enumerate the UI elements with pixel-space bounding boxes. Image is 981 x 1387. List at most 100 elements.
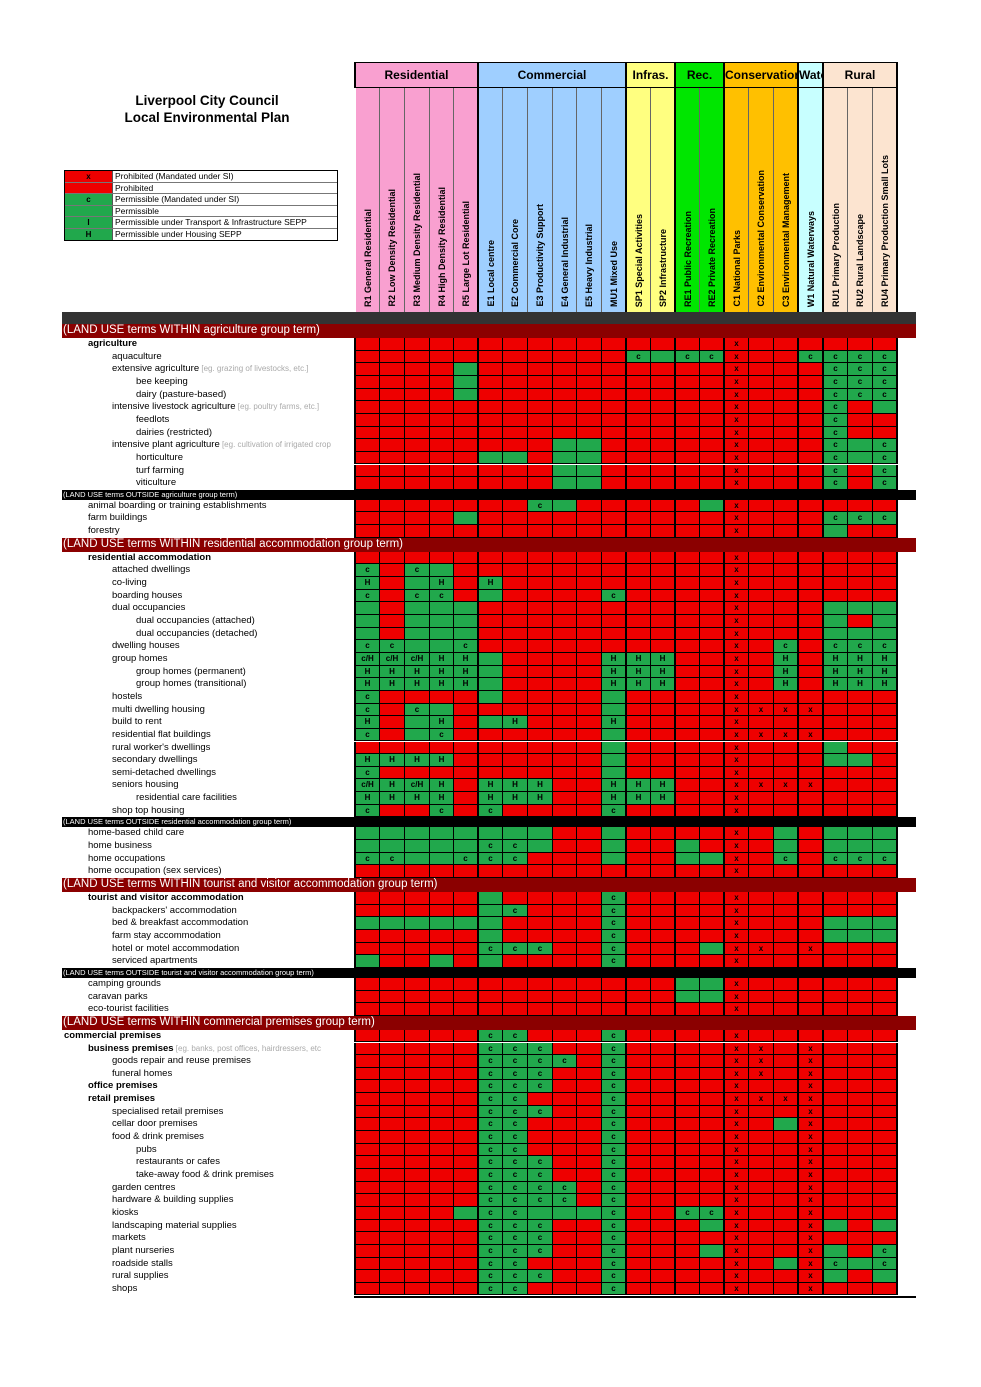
permission-cell	[700, 827, 725, 841]
permission-cell	[430, 955, 454, 968]
permission-cell	[380, 512, 405, 526]
permission-cell	[553, 551, 577, 565]
permission-cell	[405, 977, 430, 991]
permission-cell	[430, 1105, 454, 1119]
permission-cell: c	[848, 388, 873, 402]
permission-cell	[774, 1169, 799, 1182]
permission-cell: c	[602, 589, 627, 603]
permission-cell	[553, 477, 577, 490]
permission-cell	[405, 627, 430, 641]
table-row: serviced apartments c x	[62, 955, 916, 968]
permission-cell: c	[356, 728, 380, 742]
permission-cell: c	[356, 703, 380, 717]
permission-cell: c	[503, 1093, 528, 1106]
permission-cell	[774, 1232, 799, 1245]
permission-cell	[577, 589, 602, 603]
permission-cell	[380, 338, 405, 351]
permission-cell	[503, 627, 528, 641]
permission-cell	[700, 577, 725, 590]
permission-cell: c	[479, 840, 503, 853]
permission-cell	[848, 439, 873, 452]
permission-cell	[528, 904, 553, 918]
permission-cell	[774, 564, 799, 578]
permission-cell	[676, 1042, 700, 1056]
permission-cell: c	[799, 350, 824, 364]
permission-cell	[454, 1105, 479, 1119]
permission-cell	[799, 388, 824, 402]
permission-cell	[700, 413, 725, 427]
permission-cell	[503, 451, 528, 465]
permission-cell	[430, 627, 454, 641]
permission-cell: x	[725, 401, 749, 414]
permission-cell	[356, 1105, 380, 1119]
permission-cell	[774, 917, 799, 930]
permission-cell: c	[479, 1118, 503, 1132]
permission-cell	[774, 512, 799, 526]
permission-cell	[577, 840, 602, 853]
permission-cell	[873, 525, 898, 538]
permission-cell: c	[602, 1181, 627, 1195]
land-use-name: landscaping material supplies	[112, 1219, 237, 1231]
permission-cell	[553, 602, 577, 615]
permission-cell	[577, 865, 602, 878]
permission-cell: c	[479, 942, 503, 956]
zone-column-header: SP1 Special Activities	[627, 88, 651, 312]
permission-cell	[774, 792, 799, 805]
zone-group-infras: Infras.	[627, 62, 676, 88]
land-use-label: hardware & building supplies	[62, 1194, 354, 1207]
land-use-label: caravan parks	[62, 991, 354, 1004]
permission-cell	[627, 1118, 651, 1132]
zone-label: MU1 Mixed Use	[608, 240, 619, 307]
permission-cell	[405, 512, 430, 526]
land-use-label: hostels	[62, 691, 354, 704]
zone-group-conservation: Conservation	[725, 62, 799, 88]
permission-cell	[430, 363, 454, 376]
permission-cell: x	[799, 728, 824, 742]
permission-cell: H	[430, 652, 454, 666]
permission-cell	[356, 1143, 380, 1157]
permission-cell	[651, 350, 676, 364]
land-use-example: [eg. grazing of livestocks, etc.]	[199, 364, 309, 374]
permission-cell: c	[602, 1194, 627, 1207]
land-use-label: specialised retail premises	[62, 1106, 354, 1119]
permission-cell	[503, 551, 528, 565]
permission-cell: c	[602, 1257, 627, 1271]
permission-cell	[627, 942, 651, 956]
land-use-name: farm stay accommodation	[112, 929, 221, 941]
permission-cell	[873, 1169, 898, 1182]
permission-cell	[873, 338, 898, 351]
permission-cell	[651, 840, 676, 853]
table-row: roadside stalls c c c x x c c	[62, 1257, 916, 1271]
permission-cell	[676, 413, 700, 427]
table-row: markets c c c c x x	[62, 1232, 916, 1245]
permission-cell	[848, 792, 873, 805]
permission-cell	[700, 1093, 725, 1106]
permission-cell: H	[774, 678, 799, 691]
permission-cell	[627, 451, 651, 465]
permission-cell	[356, 1169, 380, 1182]
permission-cell	[479, 766, 503, 780]
permission-cell: x	[725, 892, 749, 905]
land-use-label: restaurants or cafes	[62, 1156, 354, 1169]
outside-group-header: (LAND USE terms OUTSIDE agriculture grou…	[62, 489, 916, 500]
permission-cell: c	[602, 1219, 627, 1233]
permission-cell	[627, 338, 651, 351]
permission-cell	[799, 615, 824, 628]
permission-cell	[627, 564, 651, 578]
permission-cell	[553, 499, 577, 513]
permission-cell	[503, 640, 528, 653]
land-use-name: roadside stalls	[112, 1257, 173, 1269]
permission-cell	[454, 525, 479, 538]
permission-cell	[356, 1118, 380, 1132]
permission-cell	[749, 955, 774, 968]
permission-cell	[553, 564, 577, 578]
permission-cell	[528, 477, 553, 490]
permission-cell	[430, 1055, 454, 1068]
permission-cell: x	[749, 1067, 774, 1081]
permission-cell	[430, 551, 454, 565]
land-use-name: hardware & building supplies	[112, 1194, 234, 1206]
permission-cell	[651, 1282, 676, 1296]
permission-cell	[577, 1194, 602, 1207]
